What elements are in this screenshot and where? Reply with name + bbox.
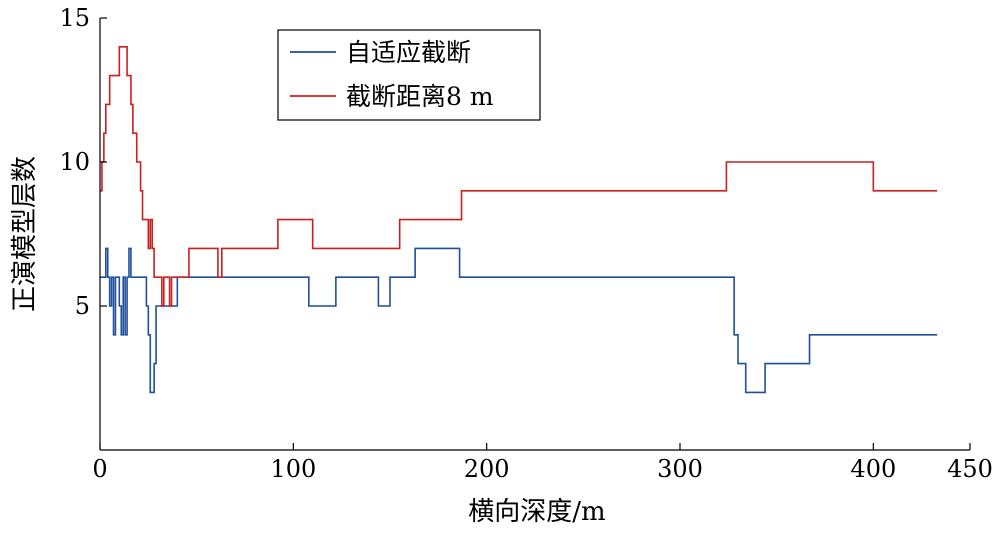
x-axis-title: 横向深度/m <box>468 497 605 527</box>
legend-label-1: 自适应截断 <box>346 38 471 67</box>
y-tick-label: 15 <box>59 4 90 32</box>
x-tick-label: 200 <box>464 455 510 483</box>
x-tick-label: 300 <box>657 455 703 483</box>
legend-box <box>277 29 541 121</box>
x-tick-label: 0 <box>92 455 107 483</box>
series-line-1 <box>100 247 938 394</box>
legend-label-2: 截断距离8 m <box>346 82 494 111</box>
x-tick-label: 400 <box>850 455 896 483</box>
y-tick-label: 10 <box>59 148 90 176</box>
y-axis-title: 正演模型层数 <box>10 156 40 312</box>
series-layer <box>100 46 938 394</box>
axes-layer: 0 100 200 300 400 450 5 10 15 横向深度/m 正演模型层数 <box>10 4 993 527</box>
series-line-2 <box>100 46 938 307</box>
y-tick-label: 5 <box>75 292 90 320</box>
x-tick-label: 450 <box>947 455 993 483</box>
x-tick-label: 100 <box>270 455 316 483</box>
